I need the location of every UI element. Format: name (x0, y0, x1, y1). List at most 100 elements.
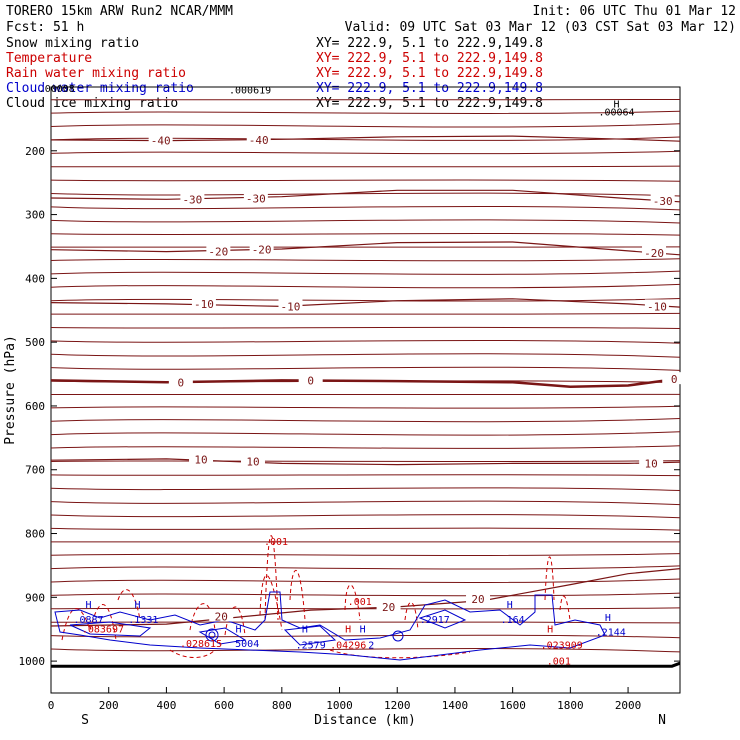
cloud-contour (418, 609, 467, 629)
layer-line (50, 326, 681, 329)
x-tick-label: 600 (214, 699, 234, 712)
isotherm-label: -40 (249, 134, 269, 147)
rain-contour (264, 535, 279, 621)
layer-line (50, 123, 681, 128)
forecast-hour: Fcst: 51 h (6, 20, 84, 35)
y-tick-label: 800 (25, 528, 45, 541)
isotherm-label-bg (180, 192, 205, 205)
layer-line (50, 431, 681, 436)
layer-line (50, 460, 681, 463)
x-tick-label: 800 (272, 699, 292, 712)
layer-line (50, 232, 681, 236)
isotherm-label-bg (209, 609, 234, 622)
rain-contour (344, 584, 361, 621)
max-label: .164 (501, 615, 525, 626)
max-label: .000619 (229, 85, 271, 96)
cloud-contour (69, 621, 152, 637)
isotherm-label: -20 (644, 247, 664, 260)
y-tick-label: 300 (25, 209, 45, 222)
layer-line (50, 592, 681, 597)
max-label: .028615 (180, 639, 222, 650)
legend-cloud-ice-label: Cloud ice mixing ratio (6, 96, 178, 111)
layer-line (50, 405, 681, 409)
y-tick-label: 900 (25, 591, 45, 604)
x-tick-label: 2000 (615, 699, 642, 712)
max-label: .023909 (541, 640, 583, 651)
isotherm--20 (50, 241, 681, 256)
layer-line (50, 312, 681, 315)
isotherm-label: 0 (307, 374, 314, 387)
rain-contour (329, 649, 471, 659)
init-time: Init: 06 UTC Thu 01 Mar 12 (533, 4, 737, 19)
cloud-contour (205, 628, 219, 642)
terrain-ground-line (51, 661, 681, 668)
isotherm-labels: -40 -40 -30 -30 -30 -20 -20 -20 -10 -10 -10 0 0 0 10 10… (148, 132, 687, 623)
max-label: 2 (368, 640, 374, 651)
layer-line (50, 353, 681, 358)
max-label: H (85, 600, 91, 611)
max-label: .2144 (596, 628, 626, 639)
legend-cloud-water-xy: XY= 222.9, 5.1 to 222.9,149.8 (316, 81, 543, 96)
background-contour-lines (50, 98, 681, 653)
isotherm-label: 20 (471, 593, 484, 606)
isotherm-label-bg (466, 592, 491, 605)
y-tick-label: 400 (25, 272, 45, 285)
x-tick-label: 400 (156, 699, 176, 712)
x-tick-label: 0 (48, 699, 55, 712)
layer-line (50, 565, 681, 570)
layer-line (50, 205, 681, 211)
x-tick-label: 1800 (557, 699, 584, 712)
isotherm-label-bg (376, 599, 401, 612)
model-title: TORERO 15km ARW Run2 NCAR/MMM (6, 4, 233, 19)
max-label: 5004 (235, 639, 259, 650)
max-label: .001 (264, 537, 288, 548)
isotherm-20 (50, 568, 681, 627)
layer-line (50, 165, 681, 168)
isotherm-0 (50, 377, 681, 389)
layer-line (50, 219, 681, 224)
cloud-water-contours (54, 591, 606, 661)
layer-line (50, 283, 681, 289)
rain-contour (559, 595, 571, 621)
y-axis-title: Pressure (hPa) (3, 335, 18, 445)
layer-line (50, 514, 681, 519)
isotherm-label-bg (662, 372, 687, 385)
cloud-contour (283, 625, 337, 646)
legend-rain-label: Rain water mixing ratio (6, 66, 186, 81)
max-label: .00064 (598, 108, 634, 119)
y-tick-label: 1000 (19, 655, 46, 668)
isotherm-label: -10 (281, 300, 301, 313)
x-tick-label: 1600 (499, 699, 526, 712)
rain-contour (289, 569, 306, 621)
isotherm-label: 10 (194, 454, 207, 467)
isotherm-label-bg (168, 375, 193, 388)
x-tick-label: 1000 (326, 699, 353, 712)
isotherm-label: 10 (645, 457, 658, 470)
max-label: H (360, 624, 366, 635)
max-label: H (507, 600, 513, 611)
rain-contour (169, 649, 216, 658)
rain-contour (259, 575, 283, 631)
rain-contour (544, 556, 555, 601)
legend-temperature-xy: XY= 222.9, 5.1 to 222.9,149.8 (316, 51, 543, 66)
layer-line (50, 634, 681, 639)
x-tick-label: 1200 (384, 699, 411, 712)
isotherm-label-bg (639, 456, 664, 469)
x-axis-title: Distance (km) (314, 713, 416, 728)
x-tick-label: 1400 (442, 699, 469, 712)
isotherm-label: -10 (194, 298, 214, 311)
cloud-contour (208, 631, 216, 639)
endpoint-right-label: N (658, 713, 666, 728)
isotherm-label: 10 (246, 455, 259, 468)
isotherm-label-bg (240, 454, 265, 467)
isotherm-label: -40 (151, 135, 171, 148)
isotherm-label-bg (189, 452, 214, 465)
isotherm-label-bg (206, 244, 231, 257)
rain-contour (117, 589, 141, 621)
layer-line (50, 527, 681, 531)
layer-line (50, 487, 681, 491)
isotherm-label-bg (249, 242, 274, 255)
isotherm-label: 0 (671, 373, 678, 386)
